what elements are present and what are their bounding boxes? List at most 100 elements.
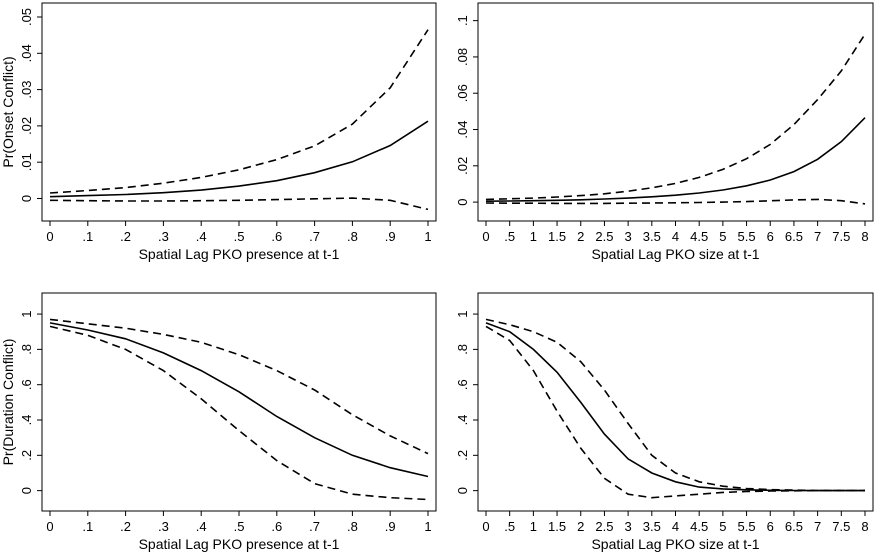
x-tick-label: 3 — [625, 229, 632, 244]
y-tick-label: .4 — [455, 415, 470, 426]
y-tick-label: .2 — [19, 450, 34, 461]
x-tick-label: 0 — [46, 229, 53, 244]
plot-frame — [477, 2, 874, 222]
x-tick-label: .2 — [120, 229, 131, 244]
x-tick-label: 1 — [530, 519, 537, 534]
y-tick-label: 0 — [19, 195, 34, 202]
upper-ci-line — [485, 318, 865, 492]
y-axis-label: Pr(Onset Conflict) — [0, 56, 16, 167]
panel-onset-presence: 0 .1 .2 .3 .4 .5 .6 .7 .8 .9 1 0 .01 .02 .03 .04 .05 Spat… — [0, 2, 437, 262]
x-tick-label: .1 — [82, 519, 93, 534]
x-tick-label: 1.5 — [548, 229, 566, 244]
y-tick-label: .05 — [19, 8, 34, 26]
x-tick-label: 3.5 — [643, 519, 661, 534]
x-tick-label: 5 — [719, 229, 726, 244]
x-axis-label: Spatial Lag PKO size at t-1 — [591, 536, 759, 552]
panel-duration-size: 0 .5 1 1.5 2 2.5 3 3.5 4 4.5 5 5.5 6 6.5 7 7.5 8 0 .2 .4 .6.… — [455, 292, 874, 552]
x-tick-label: 0 — [482, 519, 489, 534]
x-tick-label: 5 — [719, 519, 726, 534]
x-tick-label: 3.5 — [643, 229, 661, 244]
y-axis-label: Pr(Duration Conflict) — [0, 339, 16, 466]
x-tick-label: 5.5 — [738, 229, 756, 244]
x-tick-label: .7 — [309, 229, 320, 244]
upper-ci-line — [49, 318, 429, 455]
x-tick-label: 0 — [46, 519, 53, 534]
x-tick-label: 3 — [625, 519, 632, 534]
panel-onset-size: 0 .5 1 1.5 2 2.5 3 3.5 4 4.5 5 5.5 6 6.5 7 7.5 8 0 .02 .04.… — [455, 2, 874, 262]
x-axis-label: Spatial Lag PKO presence at t-1 — [139, 246, 340, 262]
upper-ci-line — [49, 29, 429, 194]
x-tick-label: 7.5 — [832, 519, 850, 534]
estimate-line — [49, 322, 429, 478]
x-tick-label: 4 — [672, 229, 679, 244]
x-tick-label: .4 — [196, 229, 207, 244]
x-tick-label: .5 — [504, 519, 515, 534]
x-tick-label: 8 — [861, 229, 868, 244]
y-tick-label: .02 — [19, 117, 34, 135]
x-tick-label: .8 — [347, 229, 358, 244]
x-tick-label: .1 — [82, 229, 93, 244]
x-axis-label: Spatial Lag PKO presence at t-1 — [139, 536, 340, 552]
y-tick-label: .04 — [19, 44, 34, 62]
x-tick-label: 2 — [577, 229, 584, 244]
x-tick-label: .2 — [120, 519, 131, 534]
x-tick-label: 6.5 — [785, 229, 803, 244]
x-tick-label: .3 — [158, 229, 169, 244]
y-tick-label: .6 — [455, 379, 470, 390]
estimate-line — [49, 120, 429, 198]
x-tick-label: 4 — [672, 519, 679, 534]
x-tick-label: .6 — [271, 519, 282, 534]
x-tick-label: 1 — [530, 229, 537, 244]
y-tick-label: 0 — [19, 487, 34, 494]
x-tick-label: 7 — [814, 519, 821, 534]
x-axis-label: Spatial Lag PKO size at t-1 — [591, 246, 759, 262]
y-tick-label: .04 — [455, 120, 470, 138]
plot-frame — [41, 292, 437, 512]
y-tick-label: .1 — [455, 15, 470, 26]
x-tick-label: 6 — [767, 229, 774, 244]
x-tick-label: 2 — [577, 519, 584, 534]
y-tick-label: .6 — [19, 379, 34, 390]
y-tick-label: 0 — [455, 487, 470, 494]
x-tick-label: 7.5 — [832, 229, 850, 244]
y-tick-label: .8 — [455, 344, 470, 355]
x-tick-label: .7 — [309, 519, 320, 534]
x-tick-label: .5 — [234, 519, 245, 534]
x-tick-label: .5 — [504, 229, 515, 244]
x-tick-label: 7 — [814, 229, 821, 244]
x-tick-label: 0 — [482, 229, 489, 244]
y-tick-label: .8 — [19, 344, 34, 355]
x-tick-label: .6 — [271, 229, 282, 244]
y-tick-label: .02 — [455, 157, 470, 175]
y-tick-label: .01 — [19, 153, 34, 171]
x-tick-label: .8 — [347, 519, 358, 534]
plot-frame — [41, 2, 437, 222]
panel-duration-presence: 0 .1 .2 .3 .4 .5 .6 .7 .8 .9 1 0 .2 .4 .6 .8 1 Spatial La… — [0, 292, 437, 552]
x-tick-label: .4 — [196, 519, 207, 534]
x-tick-label: .5 — [234, 229, 245, 244]
x-tick-label: .3 — [158, 519, 169, 534]
x-tick-label: .9 — [385, 519, 396, 534]
y-tick-label: .2 — [455, 450, 470, 461]
x-tick-label: 2.5 — [595, 519, 613, 534]
estimate-line — [485, 322, 865, 492]
lower-ci-line — [49, 325, 429, 501]
upper-ci-line — [485, 33, 866, 201]
y-tick-label: .03 — [19, 81, 34, 99]
lower-ci-line — [485, 325, 865, 499]
x-tick-label: 6.5 — [785, 519, 803, 534]
x-tick-label: .9 — [385, 229, 396, 244]
x-tick-label: 5.5 — [738, 519, 756, 534]
x-tick-label: 4.5 — [690, 519, 708, 534]
y-tick-label: .06 — [455, 84, 470, 102]
x-tick-label: 6 — [767, 519, 774, 534]
plot-frame — [477, 292, 874, 512]
x-tick-label: 8 — [861, 519, 868, 534]
y-tick-label: .4 — [19, 415, 34, 426]
lower-ci-line — [49, 197, 429, 211]
x-tick-label: 2.5 — [595, 229, 613, 244]
lower-ci-line — [485, 198, 866, 205]
x-tick-label: 1 — [424, 229, 431, 244]
y-tick-label: .08 — [455, 48, 470, 66]
